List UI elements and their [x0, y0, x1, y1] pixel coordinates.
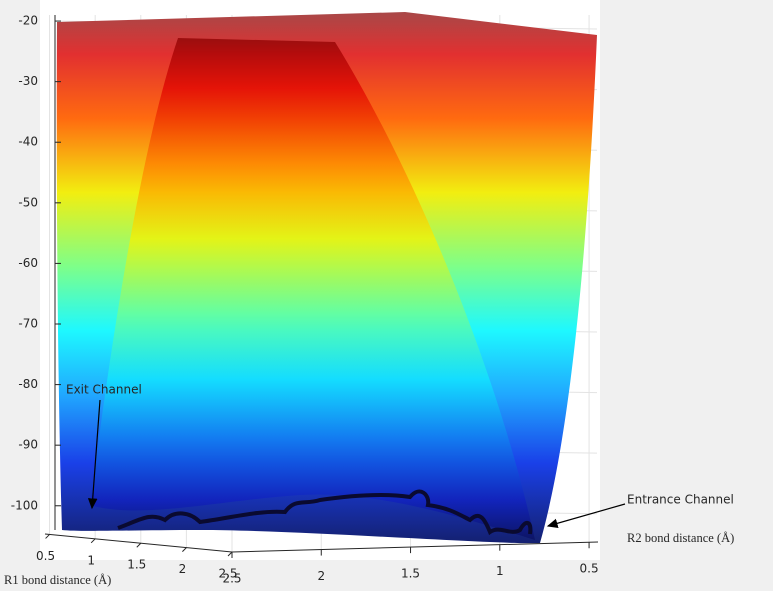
y-tick-label: 2.5 — [222, 572, 241, 586]
annotation-arrow — [87, 399, 101, 510]
z-tick-label: -100 — [11, 498, 38, 512]
z-tick-label: -50 — [18, 195, 38, 209]
annotation-arrow — [546, 503, 626, 528]
z-tick-label: -80 — [18, 377, 38, 391]
z-tick-label: -90 — [18, 438, 38, 452]
z-tick-label: -60 — [18, 256, 38, 270]
annotation: Exit Channel — [66, 383, 142, 397]
y-tick-label: 2 — [317, 569, 325, 583]
x-axis — [44, 533, 233, 553]
x-tick — [90, 538, 96, 544]
z-tick-label: -30 — [18, 74, 38, 88]
x-tick — [45, 534, 50, 539]
x-tick — [182, 547, 187, 552]
surface-ridge — [90, 38, 535, 540]
x-tick-label: 0.5 — [36, 549, 55, 563]
x-axis-label: R1 bond distance (Å) — [4, 573, 111, 587]
x-tick-label: 2 — [179, 562, 187, 576]
x-tick-label: 1.5 — [127, 558, 146, 572]
axes: -20 -30 -40 -50 -60 -70 -80 -90 -100 0.5 1 1.5 2 2.5 0… — [11, 14, 599, 586]
trajectory — [117, 489, 533, 536]
y-axis-label: R2 bond distance (Å) — [627, 531, 734, 545]
y-tick-label: 1 — [496, 564, 504, 578]
x-tick — [227, 551, 233, 557]
z-tick-label: -20 — [18, 14, 38, 28]
x-tick — [136, 542, 142, 548]
y-tick-label: 0.5 — [580, 562, 599, 576]
x-tick-label: 1 — [87, 553, 95, 567]
x-tick-label: 2.5 — [218, 567, 237, 581]
y-tick-label: 1.5 — [401, 567, 420, 581]
annotation: Entrance Channel — [627, 493, 734, 507]
y-axis — [231, 541, 599, 553]
z-tick-label: -70 — [18, 317, 38, 331]
z-tick-label: -40 — [18, 135, 38, 149]
